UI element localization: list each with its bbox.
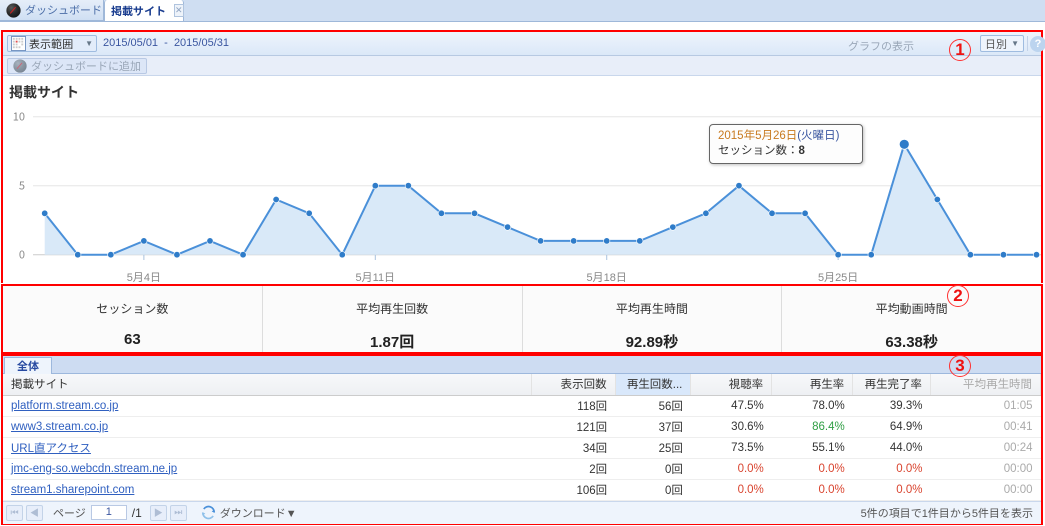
svg-text:0: 0 — [19, 247, 25, 263]
svg-text:10: 10 — [13, 109, 25, 125]
svg-text:5: 5 — [19, 178, 25, 194]
